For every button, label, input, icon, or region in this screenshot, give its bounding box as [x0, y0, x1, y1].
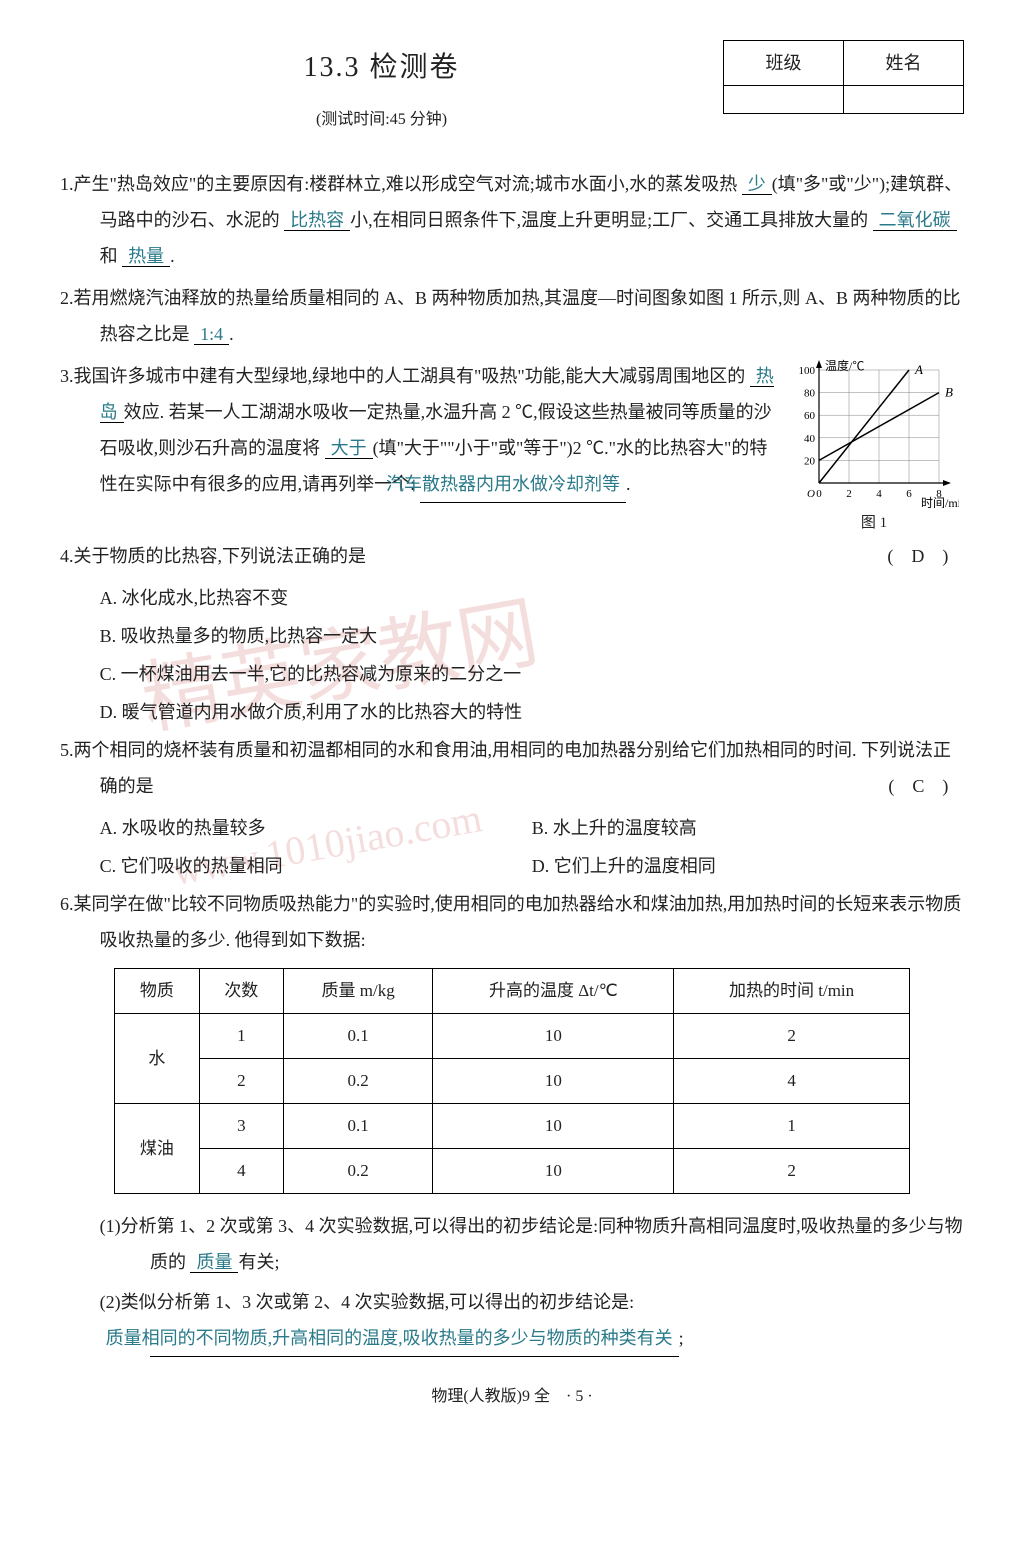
temperature-time-chart: 2040608010002468OAB温度/℃时间/min: [784, 358, 959, 508]
cell-mass: 0.1: [284, 1014, 433, 1059]
table-row: 煤油30.1101: [115, 1104, 910, 1149]
class-input[interactable]: [724, 86, 844, 114]
q1-blank2[interactable]: 比热容: [284, 210, 350, 231]
svg-text:6: 6: [906, 488, 912, 500]
q5-opt-c[interactable]: C. 它们吸收的热量相同: [100, 848, 532, 884]
cell-dt: 10: [433, 1014, 674, 1059]
q4-opt-a[interactable]: A. 冰化成水,比热容不变: [100, 580, 964, 616]
figure-caption: 图 1: [784, 508, 964, 538]
page-subtitle: (测试时间:45 分钟): [60, 104, 703, 136]
q4-opt-d[interactable]: D. 暖气管道内用水做介质,利用了水的比热容大的特性: [100, 694, 964, 730]
table-row: 水10.1102: [115, 1014, 910, 1059]
q3-blank3[interactable]: 汽车散热器内用水做冷却剂等: [420, 466, 626, 503]
table-row: 40.2102: [115, 1149, 910, 1194]
cell-time: 4: [674, 1059, 909, 1104]
question-3: 3.我国许多城市中建有大型绿地,绿地中的人工湖具有"吸热"功能,能大大减弱周围地…: [60, 358, 774, 503]
q4-answer: ( D ): [927, 538, 964, 574]
svg-text:20: 20: [804, 455, 816, 467]
header: 13.3 检测卷 (测试时间:45 分钟) 班级 姓名: [60, 40, 964, 136]
page-footer: 物理(人教版)9 全 · 5 ·: [60, 1381, 964, 1413]
q1-blank4[interactable]: 热量: [122, 246, 170, 267]
svg-text:时间/min: 时间/min: [921, 496, 959, 508]
q3-blank2[interactable]: 大于: [325, 438, 373, 459]
cell-mass: 0.2: [284, 1059, 433, 1104]
q5-opt-b[interactable]: B. 水上升的温度较高: [532, 810, 964, 846]
q2-blank[interactable]: 1:4: [194, 324, 229, 345]
experiment-data-table: 物质 次数 质量 m/kg 升高的温度 Δt/℃ 加热的时间 t/min 水10…: [114, 968, 910, 1194]
cell-mass: 0.2: [284, 1149, 433, 1194]
col-time: 加热的时间 t/min: [674, 969, 909, 1014]
q6-sub1: (1)分析第 1、2 次或第 3、4 次实验数据,可以得出的初步结论是:同种物质…: [110, 1208, 964, 1280]
cell-time: 2: [674, 1014, 909, 1059]
svg-text:0: 0: [816, 488, 822, 500]
col-dt: 升高的温度 Δt/℃: [433, 969, 674, 1014]
cell-trial: 1: [199, 1014, 283, 1059]
figure-1: 2040608010002468OAB温度/℃时间/min 图 1: [784, 358, 964, 538]
cell-trial: 2: [199, 1059, 283, 1104]
class-label: 班级: [724, 41, 844, 86]
svg-text:温度/℃: 温度/℃: [825, 358, 864, 373]
q4-opt-c[interactable]: C. 一杯煤油用去一半,它的比热容减为原来的二分之一: [100, 656, 964, 692]
cell-time: 2: [674, 1149, 909, 1194]
svg-text:60: 60: [804, 410, 816, 422]
q6-sub1-blank[interactable]: 质量: [190, 1252, 238, 1273]
question-4: 4.关于物质的比热容,下列说法正确的是 ( D ): [60, 538, 964, 574]
col-material: 物质: [115, 969, 199, 1014]
student-info-table: 班级 姓名: [723, 40, 964, 114]
svg-text:B: B: [945, 385, 953, 400]
q5-opt-d[interactable]: D. 它们上升的温度相同: [532, 848, 964, 884]
table-row: 20.2104: [115, 1059, 910, 1104]
svg-text:2: 2: [846, 488, 852, 500]
cell-trial: 3: [199, 1104, 283, 1149]
page-title: 13.3 检测卷: [60, 40, 703, 96]
q1-blank1[interactable]: 少: [742, 174, 772, 195]
svg-text:100: 100: [799, 365, 816, 377]
q1-blank3[interactable]: 二氧化碳: [873, 210, 957, 231]
question-5: 5.两个相同的烧杯装有质量和初温都相同的水和食用油,用相同的电加热器分别给它们加…: [60, 732, 964, 804]
col-trial: 次数: [199, 969, 283, 1014]
q5-opt-a[interactable]: A. 水吸收的热量较多: [100, 810, 532, 846]
cell-dt: 10: [433, 1059, 674, 1104]
svg-text:O: O: [807, 488, 815, 500]
cell-time: 1: [674, 1104, 909, 1149]
name-label: 姓名: [844, 41, 964, 86]
name-input[interactable]: [844, 86, 964, 114]
cell-material: 煤油: [115, 1104, 199, 1194]
cell-mass: 0.1: [284, 1104, 433, 1149]
question-1: 1.产生"热岛效应"的主要原因有:楼群林立,难以形成空气对流;城市水面小,水的蒸…: [60, 166, 964, 274]
question-2: 2.若用燃烧汽油释放的热量给质量相同的 A、B 两种物质加热,其温度—时间图象如…: [60, 280, 964, 352]
svg-text:80: 80: [804, 388, 816, 400]
q6-sub2-blank[interactable]: 质量相同的不同物质,升高相同的温度,吸收热量的多少与物质的种类有关: [150, 1320, 679, 1357]
cell-dt: 10: [433, 1104, 674, 1149]
cell-dt: 10: [433, 1149, 674, 1194]
cell-trial: 4: [199, 1149, 283, 1194]
q4-opt-b[interactable]: B. 吸收热量多的物质,比热容一定大: [100, 618, 964, 654]
cell-material: 水: [115, 1014, 199, 1104]
q6-sub2: (2)类似分析第 1、3 次或第 2、4 次实验数据,可以得出的初步结论是: 质…: [110, 1284, 964, 1357]
svg-text:40: 40: [804, 433, 816, 445]
svg-text:4: 4: [876, 488, 882, 500]
question-6: 6.某同学在做"比较不同物质吸热能力"的实验时,使用相同的电加热器给水和煤油加热…: [60, 886, 964, 958]
q5-answer: ( C ): [928, 768, 964, 804]
col-mass: 质量 m/kg: [284, 969, 433, 1014]
svg-text:A: A: [914, 362, 923, 377]
